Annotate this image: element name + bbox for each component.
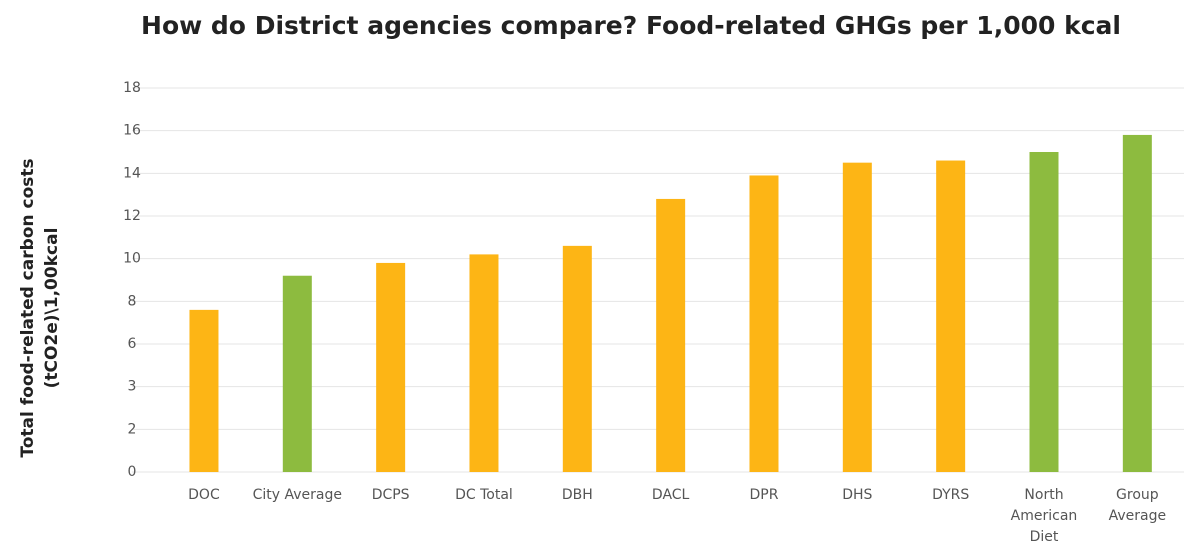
y-tick-label: 18 [123, 80, 141, 96]
y-tick-label: 14 [123, 165, 141, 181]
bar [749, 175, 779, 472]
y-tick-label: 6 [128, 336, 137, 352]
y-tick-label: 12 [123, 208, 141, 224]
x-tick-label: DOC [188, 487, 220, 503]
x-tick-label: DCPS [371, 487, 410, 503]
x-tick-label: DYRS [932, 487, 970, 503]
chart-title: How do District agencies compare? Food-r… [141, 11, 1121, 40]
y-tick-label: 3 [128, 379, 137, 395]
y-tick-label: 16 [123, 123, 141, 139]
y-tick-label: 2 [128, 421, 137, 437]
y-tick-label: 8 [128, 293, 137, 309]
x-tick-label: North American Diet [1010, 487, 1078, 545]
x-tick-label: Group Average [1108, 487, 1167, 524]
bar [1122, 134, 1152, 472]
x-tick-label: DPR [749, 487, 779, 503]
x-tick-label: City Average [252, 487, 342, 503]
bar [562, 245, 592, 472]
bar [282, 275, 312, 472]
x-tick-label: DHS [842, 487, 873, 503]
y-axis-label: (tCO2e)\1,00kcal [42, 228, 62, 389]
y-axis-label: Total food-related carbon costs [18, 158, 38, 457]
x-tick-label: DBH [561, 487, 593, 503]
bar [189, 309, 219, 472]
y-tick-label: 10 [123, 251, 141, 267]
bar [842, 162, 872, 472]
x-tick-label: DC Total [455, 487, 513, 503]
y-tick-label: 0 [128, 464, 137, 480]
bar [469, 254, 499, 472]
bar [936, 160, 966, 473]
bar [656, 198, 686, 472]
bar [1029, 152, 1059, 472]
bar [376, 262, 406, 472]
x-tick-label: DACL [651, 487, 690, 503]
